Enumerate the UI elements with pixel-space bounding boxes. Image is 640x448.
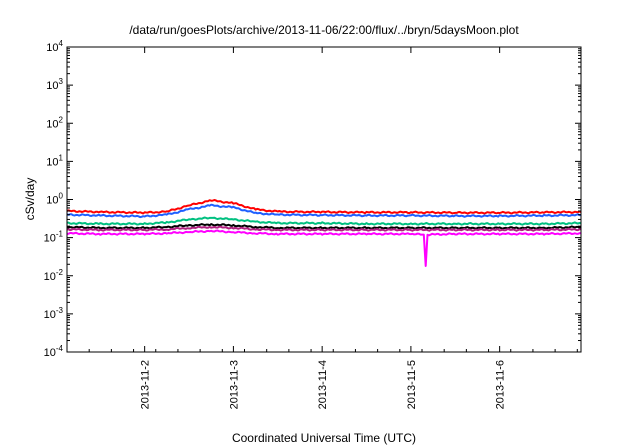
y-tick-label: 10-1 bbox=[44, 230, 64, 245]
y-tick-label: 10-4 bbox=[44, 344, 64, 359]
y-axis: 10-4 10-3 10-2 10-1 100 101 102 103 104 bbox=[44, 39, 581, 359]
x-axis-label: Coordinated Universal Time (UTC) bbox=[232, 431, 416, 445]
series-line-3 bbox=[67, 216, 582, 226]
x-axis: 2013-11-2 2013-11-3 2013-11-4 2013-11-5 2013… bbox=[66, 47, 578, 409]
y-axis-label: cSv/day bbox=[23, 178, 37, 221]
y-tick-label: 100 bbox=[46, 192, 63, 207]
y-tick-label: 101 bbox=[46, 153, 63, 168]
series-line-6 bbox=[66, 229, 582, 267]
series-group bbox=[66, 199, 582, 267]
y-tick-label: 104 bbox=[46, 39, 63, 54]
series-line-4 bbox=[66, 223, 582, 230]
series-line-2 bbox=[66, 203, 581, 219]
series-line-1 bbox=[66, 199, 582, 215]
x-tick-label: 2013-11-4 bbox=[317, 360, 329, 409]
x-tick-label: 2013-11-2 bbox=[140, 360, 152, 409]
x-tick-label: 2013-11-5 bbox=[406, 360, 418, 409]
y-tick-label: 103 bbox=[46, 77, 63, 92]
y-tick-label: 10-3 bbox=[44, 306, 64, 321]
chart-title: /data/run/goesPlots/archive/2013-11-06/2… bbox=[129, 23, 519, 37]
y-tick-label: 10-2 bbox=[44, 268, 64, 283]
x-tick-label: 2013-11-3 bbox=[228, 360, 240, 409]
x-tick-label: 2013-11-6 bbox=[495, 360, 507, 409]
y-tick-label: 102 bbox=[46, 115, 63, 130]
series-line-5 bbox=[67, 225, 581, 232]
plot-frame bbox=[66, 46, 582, 353]
